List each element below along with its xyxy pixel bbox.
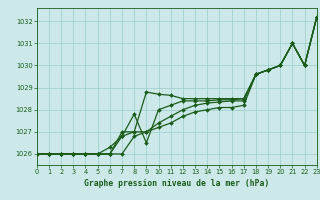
X-axis label: Graphe pression niveau de la mer (hPa): Graphe pression niveau de la mer (hPa): [84, 179, 269, 188]
